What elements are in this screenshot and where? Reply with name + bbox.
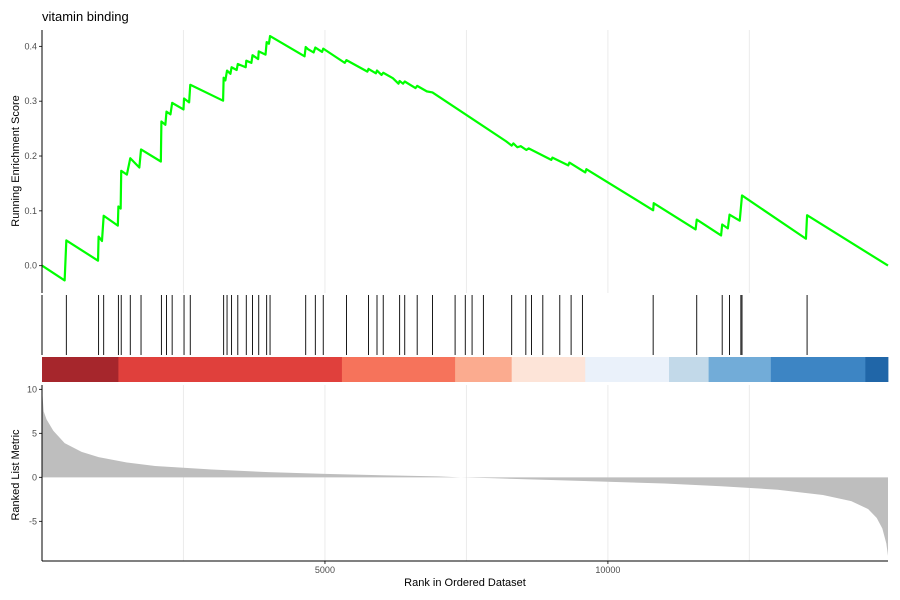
color-bar-panel <box>42 357 889 382</box>
color-bar-segment <box>511 357 586 382</box>
color-bar-segment <box>341 357 456 382</box>
rank-color-bar <box>42 357 889 382</box>
color-bar-segment <box>455 357 513 382</box>
ranked-metric-y-axis: -5 0 5 10 <box>27 384 42 526</box>
y-tick-label: 0.3 <box>24 96 37 106</box>
running-score-y-label: Running Enrichment Score <box>10 95 22 226</box>
x-axis-label: Rank in Ordered Dataset <box>404 577 526 589</box>
ranked-metric-y-label: Ranked List Metric <box>10 429 22 521</box>
color-bar-segment <box>770 357 866 382</box>
y-tick-label: -5 <box>29 516 37 526</box>
y-tick-label: 0.0 <box>24 261 37 271</box>
gene-hits-panel <box>65 295 808 355</box>
x-tick-label: 5000 <box>315 565 335 575</box>
color-bar-segment <box>708 357 772 382</box>
y-tick-label: 0.4 <box>24 41 37 51</box>
plot-title: vitamin binding <box>42 9 129 24</box>
x-axis: 5000 10000 <box>315 561 620 575</box>
color-bar-segment <box>118 357 343 382</box>
x-tick-label: 10000 <box>595 565 620 575</box>
color-bar-segment <box>865 357 889 382</box>
running-score-y-axis: 0.0 0.1 0.2 0.3 0.4 <box>24 41 42 271</box>
y-tick-label: 0.1 <box>24 206 37 216</box>
gene-hit-ticks <box>65 295 808 355</box>
y-tick-label: 5 <box>32 428 37 438</box>
color-bar-segment <box>669 357 710 382</box>
grid-layer <box>182 30 750 561</box>
y-tick-label: 0 <box>32 472 37 482</box>
running-score-line <box>41 34 889 282</box>
ranked-metric-panel: -5 0 5 10 Ranked List Metric <box>10 384 888 556</box>
y-tick-label: 0.2 <box>24 151 37 161</box>
color-bar-segment <box>585 357 670 382</box>
axis-lines <box>41 30 888 562</box>
y-tick-label: 10 <box>27 384 37 394</box>
ranked-metric-area <box>42 389 888 556</box>
running-score-panel: 0.0 0.1 0.2 0.3 0.4 Running Enrichment Score <box>10 34 889 282</box>
color-bar-segment <box>42 357 119 382</box>
